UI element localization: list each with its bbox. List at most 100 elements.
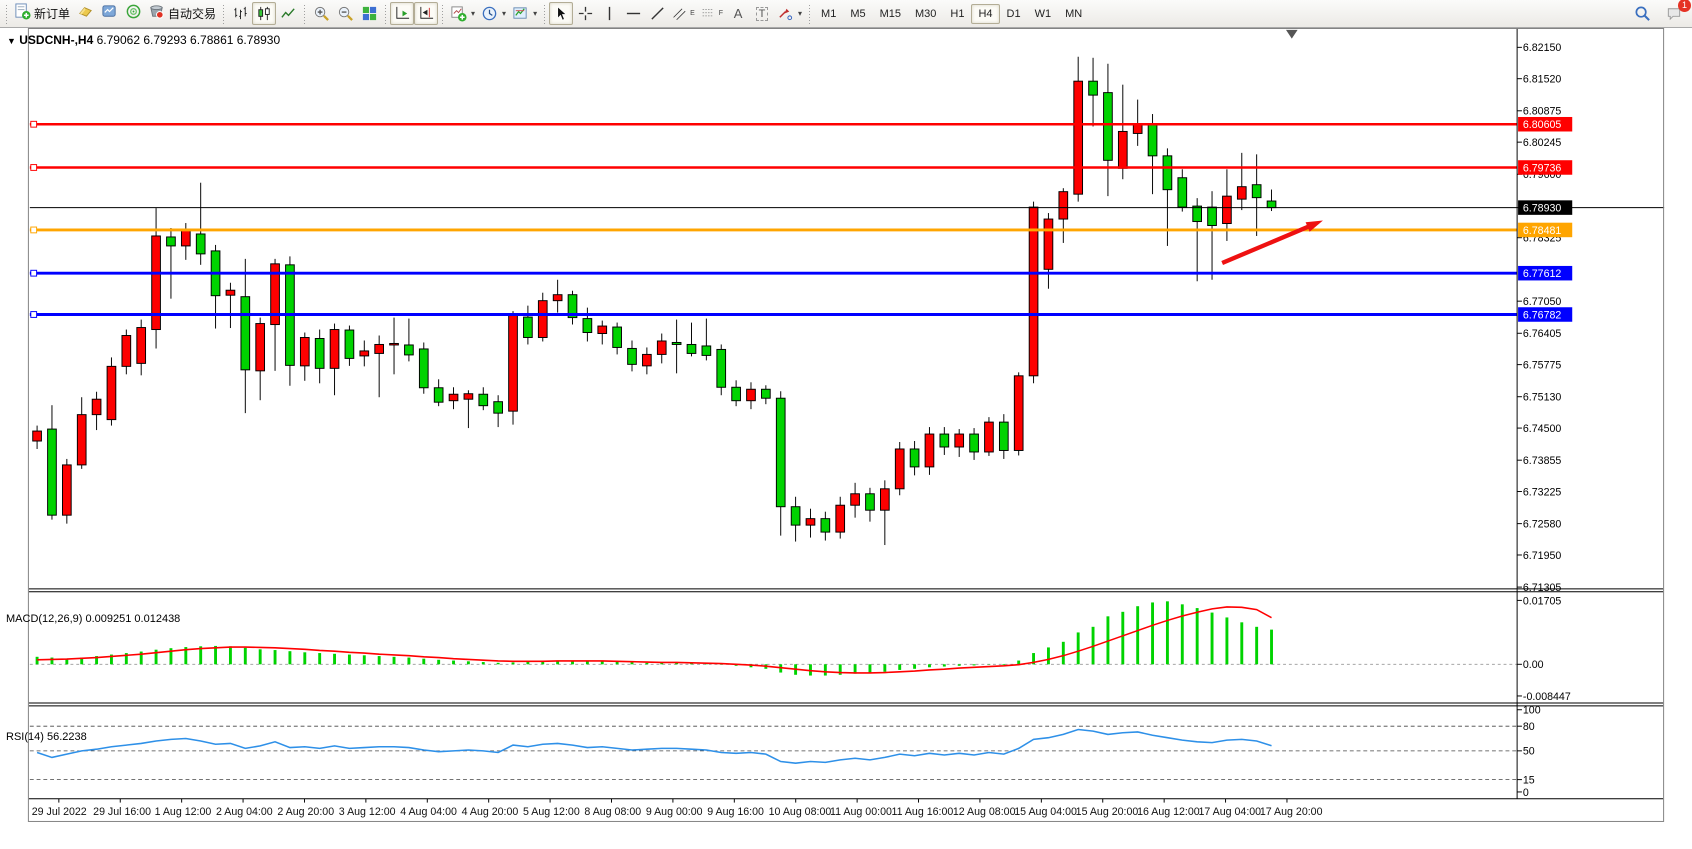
- horizontal-line-icon: [626, 12, 640, 15]
- arrows-tool-icon: [779, 8, 793, 21]
- gold-ingot-icon: [77, 3, 94, 25]
- new-order-button[interactable]: 新订单: [11, 2, 73, 25]
- timeframe-mn[interactable]: MN: [1065, 7, 1083, 20]
- new-order-label: 新订单: [34, 7, 71, 21]
- zoom-out-button[interactable]: [333, 2, 357, 25]
- chart-canvas[interactable]: 6.821506.815206.808756.802456.796006.783…: [0, 28, 1692, 849]
- text-tool-button[interactable]: A: [726, 2, 750, 25]
- timeframe-h4[interactable]: H4: [971, 3, 1000, 24]
- svg-text:16 Aug 12:00: 16 Aug 12:00: [1137, 806, 1200, 818]
- timeframe-m15[interactable]: M15: [879, 7, 902, 20]
- svg-text:9 Aug 16:00: 9 Aug 16:00: [707, 806, 764, 818]
- timeframe-m1[interactable]: M1: [821, 7, 837, 20]
- templates-caret[interactable]: ▾: [533, 9, 538, 18]
- chart-shift-button[interactable]: [414, 2, 439, 25]
- svg-text:15 Aug 04:00: 15 Aug 04:00: [1014, 806, 1077, 818]
- signals-button[interactable]: [121, 2, 145, 25]
- arrows-tool-button[interactable]: ▾: [774, 2, 805, 25]
- chart-window-button[interactable]: [97, 2, 121, 25]
- notification-badge: 1: [1678, 0, 1691, 12]
- label-tool-button[interactable]: T: [750, 2, 774, 25]
- svg-text:6.77612: 6.77612: [1523, 268, 1561, 280]
- svg-text:0.01705: 0.01705: [1523, 595, 1561, 607]
- zoom-in-button[interactable]: [309, 2, 333, 25]
- toolbar-group-zoom: [300, 0, 381, 27]
- hline-anchor[interactable]: [30, 269, 38, 277]
- chart-shift-marker[interactable]: [1285, 29, 1298, 39]
- svg-text:100: 100: [1523, 705, 1541, 717]
- hline-anchor[interactable]: [30, 311, 38, 318]
- toolbar-grip[interactable]: [4, 3, 9, 24]
- hline-anchor[interactable]: [30, 120, 38, 128]
- hline-objects-layer[interactable]: [29, 120, 1665, 318]
- chart-window[interactable]: 6.82150 6.81520 6.80875 6.80245 6.79600 6.783…: [0, 28, 1692, 849]
- vertical-line-tool-button[interactable]: [597, 2, 621, 25]
- svg-text:8 Aug 08:00: 8 Aug 08:00: [584, 806, 641, 818]
- toolbar-grip[interactable]: [440, 3, 446, 24]
- arrows-caret[interactable]: ▾: [798, 9, 803, 18]
- search-button[interactable]: [1630, 2, 1654, 25]
- hline-anchor[interactable]: [30, 164, 38, 171]
- fibonacci-tag: F: [718, 10, 724, 17]
- indicators-caret[interactable]: ▾: [471, 9, 476, 18]
- svg-text:6.76782: 6.76782: [1523, 309, 1561, 321]
- toolbar-grip[interactable]: [383, 3, 389, 24]
- toolbar-grip[interactable]: [807, 3, 813, 24]
- timeframe-h1[interactable]: H1: [950, 7, 965, 20]
- indicators-button[interactable]: ▾: [447, 2, 478, 25]
- svg-text:6.71950: 6.71950: [1523, 550, 1561, 562]
- chart-menu-caret[interactable]: ▼: [7, 36, 16, 46]
- templates-button[interactable]: ▾: [509, 2, 540, 25]
- svg-text:6.75130: 6.75130: [1523, 392, 1561, 404]
- toolbar-grip[interactable]: [542, 3, 548, 24]
- price-axis[interactable]: 6.821506.815206.808756.802456.796006.783…: [1517, 42, 1573, 799]
- autotrading-button[interactable]: 自动交易: [145, 2, 219, 25]
- candlestick-chart-button[interactable]: [252, 2, 277, 25]
- macd-values: 0.009251 0.012438: [85, 613, 181, 625]
- arrow-annotation[interactable]: [1221, 220, 1323, 265]
- hline-anchor[interactable]: [30, 226, 38, 234]
- auto-scroll-button[interactable]: [390, 2, 415, 25]
- vertical-line-icon: [608, 6, 610, 21]
- chart-symbol-period: USDCNH-,H4: [19, 33, 94, 47]
- periods-button[interactable]: ▾: [478, 2, 509, 25]
- search-icon: [1635, 6, 1650, 21]
- tile-windows-button[interactable]: [357, 2, 381, 25]
- timeframe-d1[interactable]: D1: [1006, 7, 1021, 20]
- timeframe-m5[interactable]: M5: [850, 7, 866, 20]
- cursor-tool-button[interactable]: [549, 2, 574, 25]
- svg-text:0: 0: [1523, 787, 1529, 799]
- toolbar-group-scroll: [381, 0, 439, 27]
- trendline-tool-button[interactable]: [645, 2, 669, 25]
- svg-text:6.72580: 6.72580: [1523, 519, 1561, 531]
- chart-ohlc-readout: 6.79062 6.79293 6.78861 6.78930: [96, 33, 281, 47]
- pane-splitter[interactable]: [28, 588, 1664, 592]
- auto-scroll-icon: [395, 6, 409, 19]
- channel-tool-button[interactable]: E: [669, 2, 698, 25]
- svg-text:6.74500: 6.74500: [1523, 423, 1561, 435]
- pane-splitter[interactable]: [28, 702, 1664, 706]
- signals-icon: [125, 3, 142, 25]
- bar-chart-button[interactable]: [228, 2, 252, 25]
- svg-text:11 Aug 00:00: 11 Aug 00:00: [830, 806, 892, 818]
- label-tool-icon: T: [755, 6, 769, 21]
- timeframe-w1[interactable]: W1: [1034, 7, 1052, 20]
- timeframe-m30[interactable]: M30: [915, 7, 937, 20]
- svg-text:6.80875: 6.80875: [1523, 106, 1561, 118]
- toolbar-grip[interactable]: [302, 3, 308, 24]
- toolbar-group-chart-type: [219, 0, 300, 27]
- toolbar-grip[interactable]: [221, 3, 227, 24]
- notifications-button[interactable]: 1: [1662, 0, 1691, 25]
- time-axis[interactable]: 29 Jul 2022 29 Jul 16:00 1 Aug 12:00 2 Aug …: [32, 798, 1323, 818]
- macd-label: MACD(12,26,9): [6, 613, 83, 625]
- bar-chart-icon: [233, 6, 247, 20]
- fibonacci-tool-button[interactable]: F: [698, 2, 726, 25]
- svg-text:0.00: 0.00: [1523, 659, 1544, 671]
- line-chart-button[interactable]: [276, 2, 300, 25]
- svg-text:50: 50: [1523, 746, 1535, 758]
- periods-caret[interactable]: ▾: [502, 9, 507, 18]
- crosshair-tool-button[interactable]: [573, 2, 597, 25]
- svg-text:80: 80: [1523, 721, 1535, 733]
- gold-ingot-button[interactable]: [73, 2, 97, 25]
- horizontal-line-tool-button[interactable]: [621, 2, 645, 25]
